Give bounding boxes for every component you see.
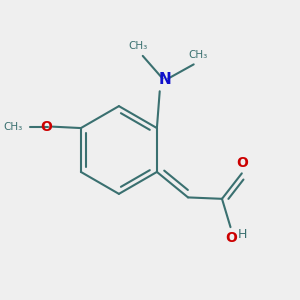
Text: CH₃: CH₃ (129, 41, 148, 51)
Text: N: N (159, 72, 172, 87)
Text: CH₃: CH₃ (4, 122, 23, 132)
Text: O: O (237, 156, 249, 170)
Text: H: H (238, 228, 247, 241)
Text: CH₃: CH₃ (188, 50, 208, 60)
Text: O: O (225, 230, 237, 244)
Text: O: O (40, 120, 52, 134)
